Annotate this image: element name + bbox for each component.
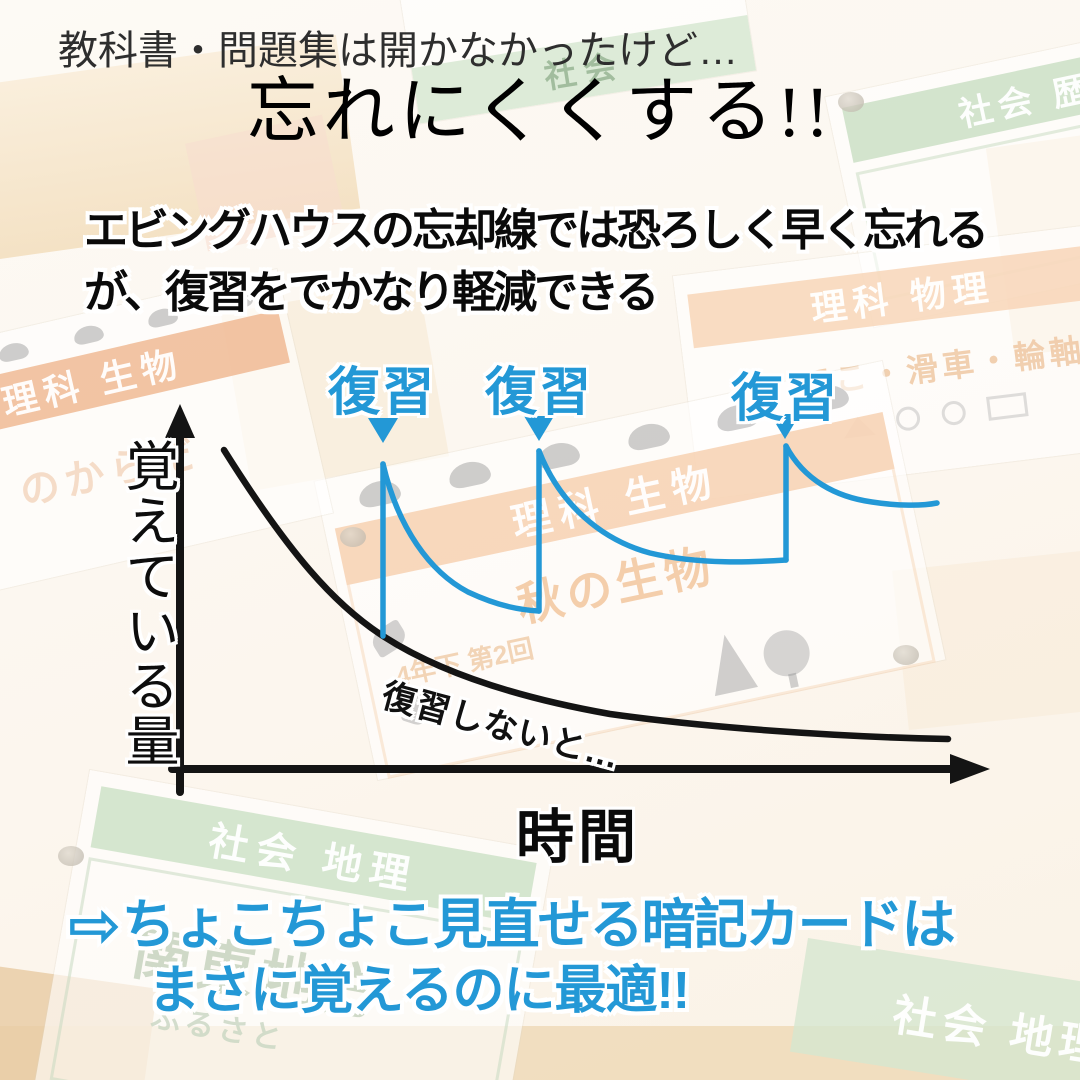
right-arrow-icon: ⇨ (68, 889, 122, 961)
review-label-1: 復習 (327, 364, 437, 422)
review-marker-icon (770, 414, 800, 439)
lead-line-2: が、復習をでかなり軽減できる (84, 268, 659, 318)
review-marker-icon (524, 416, 554, 441)
tagline: 教科書・問題集は開かなかったけど… (58, 29, 738, 73)
review-label-3: 復習 (730, 370, 840, 428)
binder-hole (838, 92, 864, 112)
forgetting-curve-no-review (220, 446, 952, 743)
review-decay-curve-1 (380, 461, 542, 614)
binder-hole (58, 846, 84, 866)
lead-line-1: エビングハウスの忘却線では恐ろしく早く忘れる (84, 206, 989, 255)
review-decay-curve-3 (783, 443, 940, 508)
binder-hole (340, 527, 366, 547)
review-label-2: 復習 (484, 364, 594, 422)
page-title: 忘れにくくする!! (246, 72, 834, 152)
cta-line-2: まさに覚えるのに最適!! (148, 962, 690, 1020)
y-axis-arrow-icon (165, 404, 195, 438)
review-decay-curve-2 (536, 448, 789, 565)
x-axis-label: 時間 (515, 805, 641, 870)
y-axis-label: 覚えている量 (117, 438, 177, 768)
binder-hole (893, 645, 919, 665)
review-marker-icon (368, 418, 398, 443)
cta-line-1: ⇨ちょこちょこ見直せる暗記カードは (68, 880, 956, 963)
x-axis-arrow-icon (950, 754, 990, 784)
cta-line-1-text: ちょこちょこ見直せる暗記カードは (121, 895, 956, 955)
lead-text: エビングハウスの忘却線では恐ろしく早く忘れる が、復習をでかなり軽減できる (84, 200, 989, 325)
